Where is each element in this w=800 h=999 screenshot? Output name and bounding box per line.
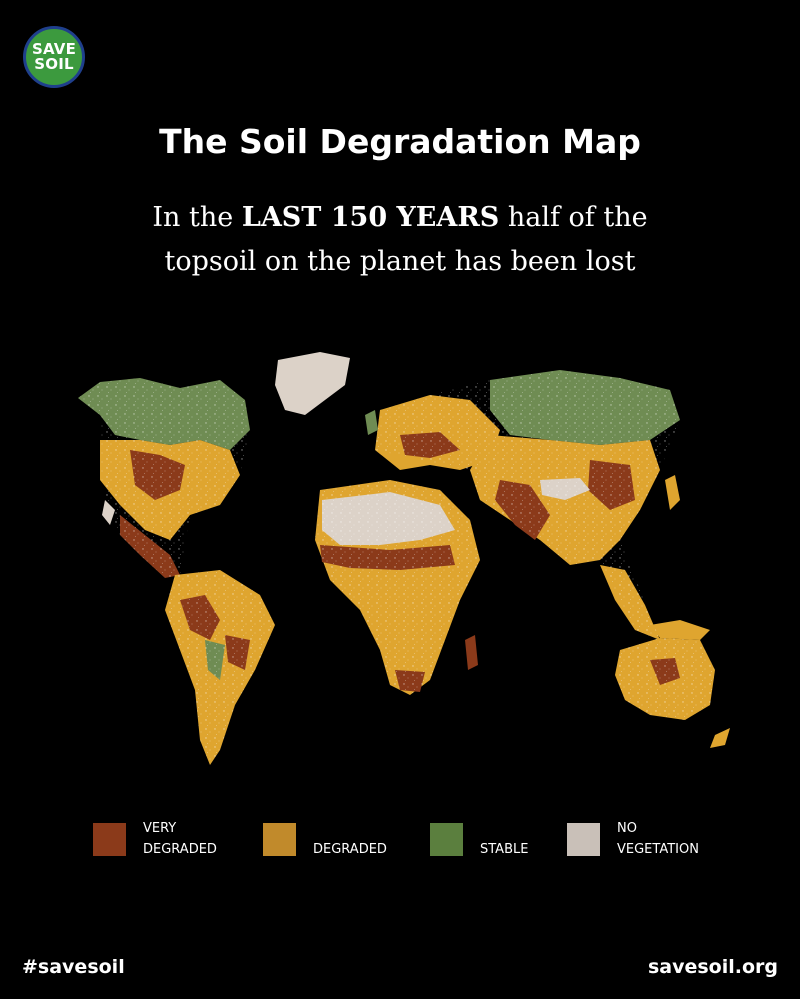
madagascar-very-degraded xyxy=(465,635,478,670)
legend-label-line2: VEGETATION xyxy=(617,842,699,857)
subtitle-emphasis: LAST 150 YEARS xyxy=(241,202,500,233)
legend-label-line1 xyxy=(313,818,387,839)
page-title: The Soil Degradation Map xyxy=(159,122,641,161)
legend-label-line1: NO xyxy=(617,821,637,836)
logo-line2: SOIL xyxy=(34,55,74,73)
legend-swatch-very-degraded xyxy=(93,823,126,856)
subtitle-part2: half of the xyxy=(499,202,648,233)
legend-swatch-no-vegetation xyxy=(567,823,600,856)
legend-label-line2: STABLE xyxy=(480,842,529,857)
legend-swatch-stable xyxy=(430,823,463,856)
legend-label-stable: STABLE xyxy=(480,818,528,860)
legend-label-line2: DEGRADED xyxy=(313,842,387,857)
legend-label-degraded: DEGRADED xyxy=(313,818,387,860)
page-subtitle: In the LAST 150 YEARS half of the topsoi… xyxy=(100,196,700,284)
indonesia-degraded xyxy=(650,620,710,640)
legend-label-line1: VERY xyxy=(143,821,177,836)
north-america-no-vegetation xyxy=(102,500,115,525)
greenland-no-vegetation xyxy=(275,352,350,415)
japan-degraded xyxy=(665,475,680,510)
world-soil-map xyxy=(78,352,730,765)
subtitle-line2: topsoil on the planet has been lost xyxy=(164,246,636,277)
legend-label-line1 xyxy=(480,818,528,839)
uk-stable xyxy=(365,410,378,435)
legend-label-no-vegetation: NO VEGETATION xyxy=(617,818,699,860)
legend-label-line2: DEGRADED xyxy=(143,842,217,857)
subtitle-part1: In the xyxy=(152,202,242,233)
logo-line1: SAVE xyxy=(31,40,77,58)
new-zealand-degraded xyxy=(710,728,730,748)
map-texture xyxy=(78,370,715,765)
website-link[interactable]: savesoil.org xyxy=(647,956,778,978)
legend-label-very-degraded: VERY DEGRADED xyxy=(143,818,217,860)
save-soil-logo: SAVE SOIL xyxy=(23,26,85,88)
legend-swatch-degraded xyxy=(263,823,296,856)
map-legend: VERY DEGRADED DEGRADED STABLE NO VEGETAT… xyxy=(0,818,800,868)
hashtag-text: #savesoil xyxy=(22,956,125,978)
